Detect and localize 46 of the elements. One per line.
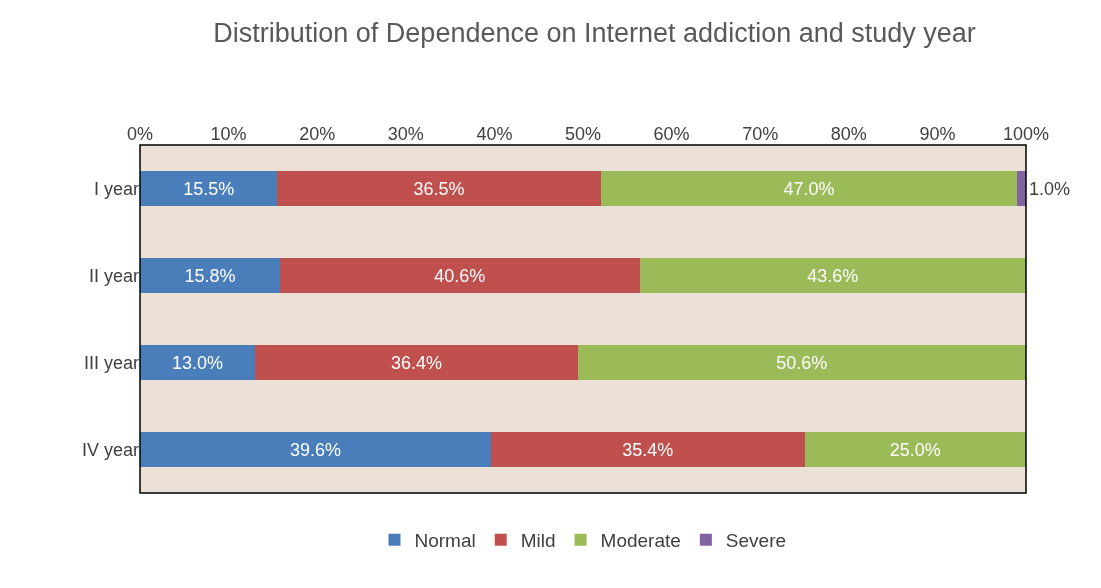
data-label: 15.8% <box>184 265 236 286</box>
bar <box>140 345 256 380</box>
data-label: 36.4% <box>390 352 442 373</box>
data-label: 25.0% <box>889 439 941 460</box>
x-tick-label: 10% <box>210 124 247 145</box>
bar <box>639 258 1026 293</box>
x-tick-label: 80% <box>830 124 867 145</box>
bar <box>277 171 601 206</box>
data-label: 35.4% <box>622 439 674 460</box>
y-tick-label: III year <box>83 352 139 373</box>
data-label: 13.0% <box>172 352 224 373</box>
bar <box>140 432 491 467</box>
y-tick-label: IV year <box>81 439 139 460</box>
bar <box>577 345 1026 380</box>
data-label: 1.0% <box>1029 178 1071 199</box>
data-label: 47.0% <box>783 178 835 199</box>
bar <box>255 345 578 380</box>
legend-label: Severe <box>725 530 787 552</box>
y-tick-label: I year <box>93 178 139 199</box>
bar <box>279 258 640 293</box>
x-tick-label: 70% <box>742 124 779 145</box>
x-tick-label: 50% <box>564 124 602 145</box>
bar <box>140 258 280 293</box>
x-tick-label: 20% <box>299 124 336 145</box>
data-label: 15.5% <box>183 178 235 199</box>
x-tick-label: 30% <box>387 124 424 145</box>
bar <box>490 432 805 467</box>
x-tick-label: 100% <box>1002 124 1050 145</box>
bar <box>140 171 278 206</box>
data-label: 39.6% <box>289 439 341 460</box>
x-tick-label: 90% <box>919 124 956 145</box>
x-tick-label: 0% <box>126 124 154 145</box>
legend-label: Mild <box>520 530 556 552</box>
legend-label: Moderate <box>600 530 681 552</box>
data-label: 36.5% <box>413 178 465 199</box>
x-tick-label: 60% <box>653 124 690 145</box>
chart-title: Distribution of Dependence on Internet addiction and study year <box>213 18 976 49</box>
bar <box>600 171 1018 206</box>
y-tick-label: II year <box>88 265 139 286</box>
legend-label: Normal <box>414 530 476 552</box>
bar <box>804 432 1026 467</box>
data-label: 43.6% <box>807 265 859 286</box>
data-label: 40.6% <box>434 265 486 286</box>
x-tick-label: 40% <box>476 124 513 145</box>
bar <box>1017 171 1026 206</box>
data-label: 50.6% <box>776 352 828 373</box>
